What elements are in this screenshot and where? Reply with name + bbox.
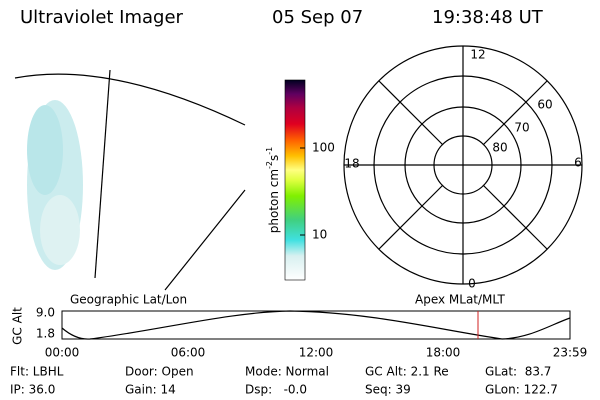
status-field: GLon: 122.7 [485, 383, 558, 397]
date: 05 Sep 07 [272, 7, 363, 28]
status-field: IP: 36.0 [10, 383, 55, 397]
status-field: Dsp: -0.0 [245, 383, 307, 397]
status-panel: Flt: LBHL Door: Open Mode: Normal GC Alt: 2… [10, 365, 558, 397]
status-field: Flt: LBHL [10, 365, 64, 379]
orbit-xtick: 06:00 [171, 346, 206, 360]
mlt-label: 6 [574, 156, 582, 170]
colorbar-tick: 100 [312, 141, 335, 155]
mlt-label: 18 [344, 157, 359, 171]
status-field: Gain: 14 [125, 383, 176, 397]
colorbar: 100 10 photon cm-2s-1 [265, 79, 335, 281]
geo-panel [14, 69, 246, 291]
mlat-label: 60 [537, 98, 552, 112]
orbit-xtick: 23:59 [553, 346, 588, 360]
orbit-plot: Geographic Lat/Lon Apex MLat/MLT GC Alt … [11, 293, 588, 360]
orbit-ytick: 9.0 [36, 306, 55, 320]
mlt-label: 0 [468, 277, 476, 291]
status-field: Mode: Normal [245, 365, 329, 379]
time: 19:38:48 UT [432, 7, 544, 28]
colorbar-tick: 10 [312, 228, 327, 242]
status-field: GLat: 83.7 [485, 365, 551, 379]
orbit-ytick: 1.8 [36, 327, 55, 341]
orbit-title: Apex MLat/MLT [415, 293, 505, 307]
mlat-label: 80 [492, 141, 507, 155]
status-field: Door: Open [125, 365, 194, 379]
orbit-title: Geographic Lat/Lon [70, 293, 187, 307]
orbit-xtick: 00:00 [45, 346, 80, 360]
status-field: Seq: 39 [365, 383, 411, 397]
colorbar-label: photon cm-2s-1 [265, 147, 281, 234]
mlat-label: 70 [514, 121, 529, 135]
mlt-label: 12 [470, 48, 485, 62]
orbit-xtick: 18:00 [426, 346, 461, 360]
status-field: GC Alt: 2.1 Re [365, 365, 449, 379]
orbit-xtick: 12:00 [299, 346, 334, 360]
polar-grid [343, 45, 583, 285]
title: Ultraviolet Imager [20, 7, 184, 28]
orbit-ylabel: GC Alt [11, 307, 25, 345]
